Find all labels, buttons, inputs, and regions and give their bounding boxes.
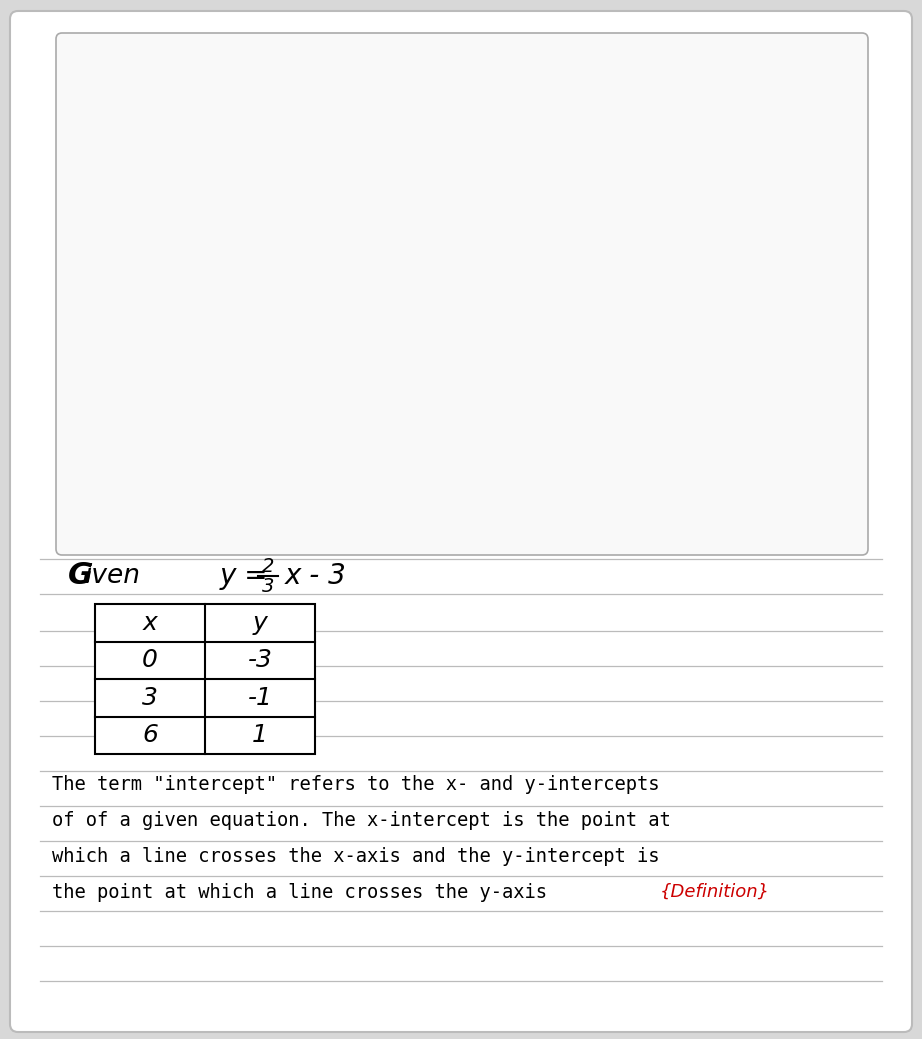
Text: 1: 1 <box>162 241 171 257</box>
Text: 2: 2 <box>366 304 376 319</box>
Text: 5: 5 <box>639 304 648 319</box>
Text: x: x <box>143 611 158 635</box>
Text: y =: y = <box>220 562 268 590</box>
Text: 2: 2 <box>262 557 274 576</box>
Text: 6: 6 <box>729 304 739 319</box>
Text: iven: iven <box>84 563 140 589</box>
Text: 3: 3 <box>161 167 171 183</box>
Text: -1: -1 <box>157 316 171 330</box>
Text: y: y <box>209 82 225 106</box>
FancyBboxPatch shape <box>56 33 868 555</box>
Text: 3: 3 <box>262 577 274 595</box>
Text: y: y <box>253 611 267 635</box>
Text: -3: -3 <box>156 390 171 404</box>
Text: 3: 3 <box>457 304 467 319</box>
Bar <box>95 604 315 754</box>
Text: x - 3: x - 3 <box>285 562 347 590</box>
Text: 6: 6 <box>142 723 158 747</box>
Text: G: G <box>68 561 93 590</box>
Text: 3: 3 <box>142 686 158 710</box>
Text: 2: 2 <box>162 205 171 219</box>
Text: -3: -3 <box>248 648 272 672</box>
Text: 1: 1 <box>252 723 268 747</box>
Text: which a line crosses the x-axis and the y-intercept is: which a line crosses the x-axis and the … <box>52 848 659 867</box>
Text: 0: 0 <box>142 648 158 672</box>
Text: -2: -2 <box>157 352 171 367</box>
Text: 1: 1 <box>276 304 285 319</box>
Text: of of a given equation. The x-intercept is the point at: of of a given equation. The x-intercept … <box>52 811 670 830</box>
FancyBboxPatch shape <box>10 11 912 1032</box>
Text: -1: -1 <box>248 686 272 710</box>
Text: the point at which a line crosses the y-axis: the point at which a line crosses the y-… <box>52 882 547 902</box>
Text: {Definition}: {Definition} <box>660 883 770 901</box>
Text: x: x <box>845 261 860 285</box>
Text: The term "intercept" refers to the x- and y-intercepts: The term "intercept" refers to the x- an… <box>52 774 659 794</box>
Text: 4: 4 <box>548 304 558 319</box>
